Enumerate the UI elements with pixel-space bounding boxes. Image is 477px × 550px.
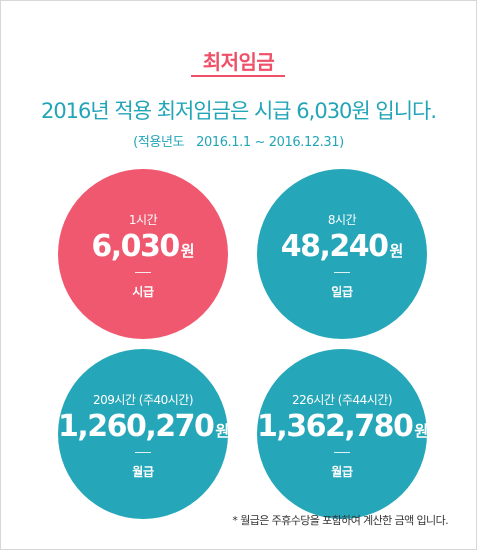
monthly-wage-44h-circle: 226시간 (주44시간) 1,362,780 원 월급	[257, 349, 429, 519]
wage-hours: 226시간 (주44시간)	[291, 393, 393, 407]
divider	[135, 452, 151, 453]
wage-amount: 6,030 원	[58, 229, 228, 269]
period-label: (적용년도	[133, 135, 185, 150]
period-range: 2016.1.1 ~ 2016.12.31)	[196, 135, 344, 150]
hourly-wage-circle: 1시간 6,030 원 시급	[58, 169, 228, 339]
wage-hours: 1시간	[128, 213, 158, 227]
wage-amount-value: 6,030	[91, 229, 180, 264]
wage-hours: 8시간	[327, 213, 357, 227]
wage-type: 월급	[132, 465, 154, 479]
wage-type: 시급	[132, 285, 154, 299]
wage-amount: 1,362,780 원	[257, 409, 429, 449]
title-underline	[191, 75, 285, 77]
wage-amount: 1,260,270 원	[58, 409, 230, 449]
wage-unit: 원	[389, 242, 404, 260]
wage-unit: 원	[414, 422, 429, 440]
divider	[334, 272, 350, 273]
wage-amount-value: 48,240	[280, 229, 389, 264]
wage-type: 월급	[331, 465, 353, 479]
wage-amount: 48,240 원	[257, 229, 427, 269]
footnote: * 월급은 주휴수당을 포함하여 계산한 금액 입니다.	[232, 514, 448, 527]
monthly-wage-40h-circle: 209시간 (주40시간) 1,260,270 원 월급	[58, 349, 230, 519]
page-title: 최저임금	[202, 50, 275, 74]
wage-type: 일급	[331, 285, 353, 299]
application-period: (적용년도 2016.1.1 ~ 2016.12.31)	[1, 131, 476, 150]
daily-wage-circle: 8시간 48,240 원 일급	[257, 169, 427, 339]
headline: 2016년 적용 최저임금은 시급 6,030원 입니다.	[40, 99, 437, 123]
divider	[135, 272, 151, 273]
divider	[334, 452, 350, 453]
wage-amount-value: 1,362,780	[257, 409, 414, 444]
wage-unit: 원	[215, 422, 230, 440]
wage-amount-value: 1,260,270	[58, 409, 215, 444]
wage-hours: 209시간 (주40시간)	[92, 393, 194, 407]
wage-unit: 원	[180, 242, 195, 260]
